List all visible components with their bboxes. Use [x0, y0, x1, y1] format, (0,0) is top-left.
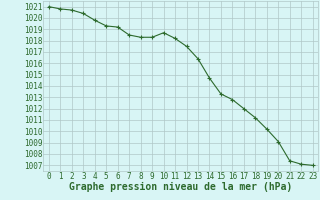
X-axis label: Graphe pression niveau de la mer (hPa): Graphe pression niveau de la mer (hPa): [69, 182, 292, 192]
